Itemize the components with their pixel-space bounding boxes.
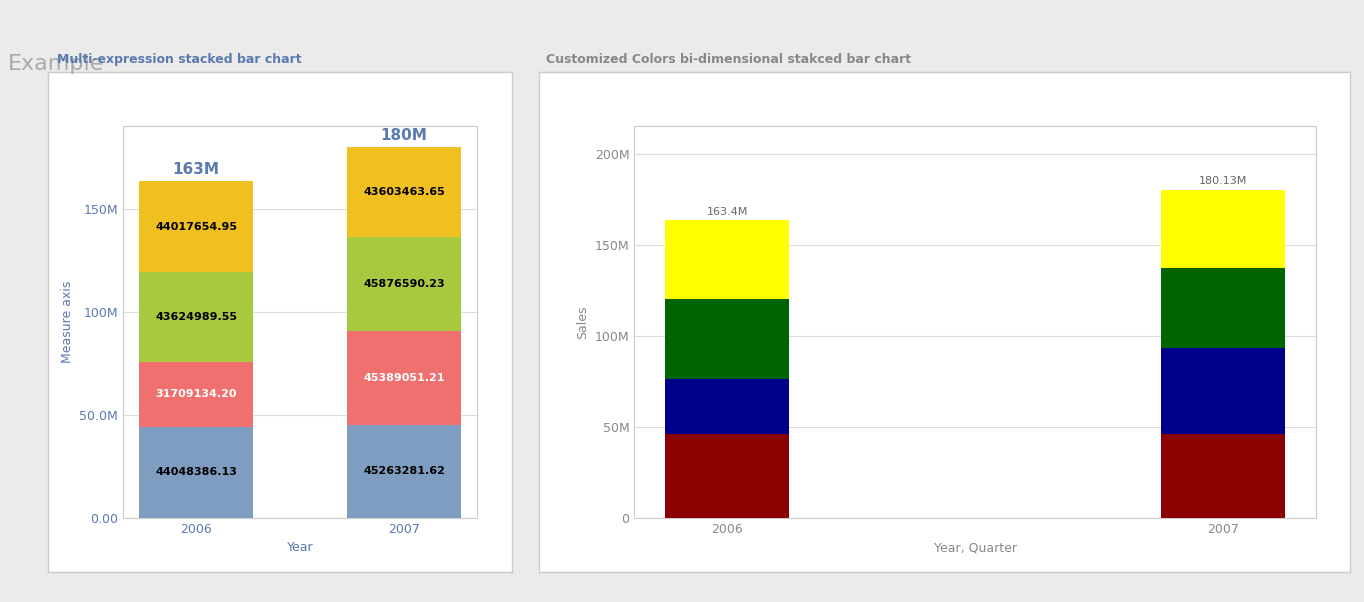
Text: 31709134.20: 31709134.20 bbox=[155, 389, 237, 399]
Bar bbox=[1161, 190, 1285, 268]
Bar bbox=[1161, 268, 1285, 349]
Text: 45876590.23: 45876590.23 bbox=[363, 279, 445, 289]
Text: 43603463.65: 43603463.65 bbox=[363, 187, 445, 197]
Bar bbox=[346, 147, 461, 237]
Bar bbox=[1161, 349, 1285, 434]
Bar bbox=[139, 362, 254, 427]
Text: 45263281.62: 45263281.62 bbox=[363, 466, 445, 476]
Text: 45389051.21: 45389051.21 bbox=[363, 373, 445, 383]
Bar bbox=[666, 434, 790, 518]
Bar bbox=[1161, 434, 1285, 518]
Bar bbox=[666, 379, 790, 434]
Text: 180M: 180M bbox=[381, 128, 427, 143]
Text: Multi-expression stacked bar chart: Multi-expression stacked bar chart bbox=[57, 53, 301, 66]
Bar bbox=[139, 272, 254, 362]
Bar bbox=[346, 424, 461, 518]
Bar bbox=[139, 427, 254, 518]
Bar bbox=[666, 299, 790, 379]
Bar bbox=[346, 331, 461, 424]
Text: Example: Example bbox=[8, 54, 105, 74]
Text: 44017654.95: 44017654.95 bbox=[155, 222, 237, 232]
Text: 163.4M: 163.4M bbox=[707, 206, 747, 217]
Text: Customized Colors bi-dimensional stakced bar chart: Customized Colors bi-dimensional stakced… bbox=[546, 53, 911, 66]
X-axis label: Year, Quarter: Year, Quarter bbox=[934, 541, 1016, 554]
Bar bbox=[139, 181, 254, 272]
Text: 180.13M: 180.13M bbox=[1199, 176, 1248, 186]
Bar bbox=[666, 220, 790, 299]
X-axis label: Year: Year bbox=[286, 541, 314, 554]
Bar bbox=[346, 237, 461, 331]
Text: 43624989.55: 43624989.55 bbox=[155, 312, 237, 322]
Y-axis label: Sales: Sales bbox=[576, 305, 589, 339]
Text: 163M: 163M bbox=[173, 162, 220, 177]
Text: 44048386.13: 44048386.13 bbox=[155, 467, 237, 477]
Y-axis label: Measure axis: Measure axis bbox=[60, 281, 74, 363]
